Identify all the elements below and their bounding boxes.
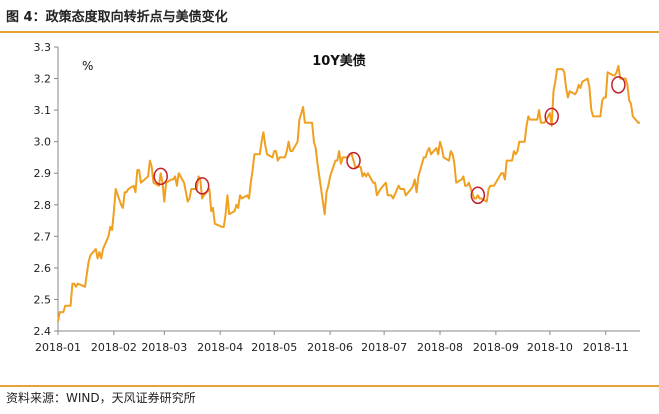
- annotation-circle-4: [470, 186, 486, 205]
- y-tick-label: 2.9: [34, 167, 52, 180]
- y-tick-label: 2.7: [34, 230, 52, 243]
- annotation-circle-5: [544, 107, 559, 126]
- y-tick-label: 3.2: [34, 73, 52, 86]
- x-tick-labels: 2018-01 2018-02 2018-03 2018-04 2018-05 2018-…: [35, 341, 629, 354]
- annotation-circle-3: [346, 151, 361, 170]
- chart-title: 10Y美债: [312, 53, 366, 69]
- x-tick-label: 2018-07: [361, 341, 407, 354]
- x-tick-label: 2018-08: [417, 341, 463, 354]
- y-tick-label: 2.8: [34, 199, 52, 212]
- y-unit-label: %: [82, 59, 93, 73]
- figure-title: 图 4：政策态度取向转折点与美债变化: [6, 10, 228, 25]
- top-rule: [0, 31, 659, 33]
- annotation-circle-6: [611, 76, 626, 94]
- x-tick-label: 2018-02: [91, 341, 137, 354]
- y-tick-label: 2.5: [34, 293, 52, 306]
- x-tick-label: 2018-10: [527, 341, 573, 354]
- y-tick-label: 3.0: [34, 136, 52, 149]
- x-tick-label: 2018-09: [473, 341, 519, 354]
- x-tick-label: 2018-03: [141, 341, 187, 354]
- annotation-circle-1: [153, 167, 168, 186]
- annotation-circle-2: [194, 177, 210, 195]
- chart-axes: [54, 46, 640, 335]
- line-chart: 2.42.52.62.72.82.93.03.13.23.3 2018-01 20…: [34, 41, 640, 354]
- source-note: 资料来源：WIND，天风证券研究所: [6, 391, 196, 405]
- series-line-1: [57, 64, 640, 322]
- x-tick-label: 2018-05: [251, 341, 297, 354]
- x-tick-label: 2018-01: [35, 341, 81, 354]
- y-tick-label: 2.4: [34, 325, 52, 338]
- x-tick-label: 2018-06: [307, 341, 353, 354]
- bottom-rule: [0, 385, 659, 387]
- x-tick-label: 2018-11: [583, 341, 629, 354]
- annotation-circles: [153, 76, 626, 205]
- plot-area: [57, 64, 640, 322]
- y-tick-label: 2.6: [34, 262, 52, 275]
- y-tick-label: 3.1: [34, 104, 52, 117]
- x-tick-label: 2018-04: [197, 341, 243, 354]
- y-tick-label: 3.3: [34, 41, 52, 54]
- y-tick-labels: 2.4 2.5 2.6 2.7 2.8 2.9 3.0 3.1 3.2 3.3: [34, 41, 52, 338]
